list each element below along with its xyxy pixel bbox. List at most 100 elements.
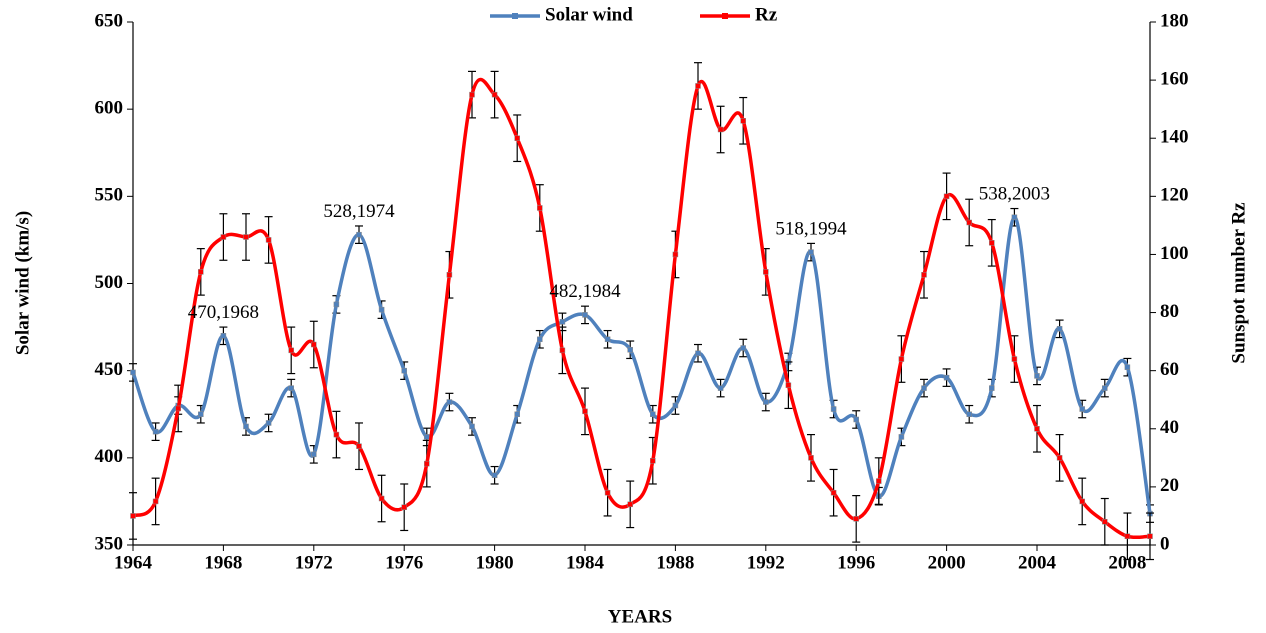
- annotation: 518,1994: [775, 218, 847, 239]
- marker: [311, 451, 317, 458]
- marker: [921, 272, 927, 278]
- marker: [785, 382, 792, 388]
- marker: [830, 489, 837, 496]
- marker: [1147, 533, 1153, 540]
- x-tick-label: 2004: [1018, 552, 1057, 573]
- marker: [830, 406, 837, 412]
- marker: [763, 269, 769, 275]
- marker: [424, 434, 430, 440]
- marker: [356, 231, 362, 238]
- annotation: 528,1974: [323, 201, 395, 222]
- legend-label: Rz: [755, 4, 778, 25]
- marker: [898, 356, 905, 362]
- marker: [627, 346, 633, 353]
- marker: [1056, 455, 1063, 461]
- marker: [740, 345, 746, 351]
- marker: [424, 460, 430, 467]
- marker: [1056, 326, 1063, 332]
- marker: [220, 234, 227, 240]
- y2-tick-label: 160: [1160, 68, 1189, 89]
- x-tick-label: 1996: [837, 552, 875, 573]
- marker: [559, 347, 566, 354]
- marker: [740, 118, 746, 124]
- y-tick-label: 600: [95, 98, 124, 119]
- legend-marker: [722, 13, 728, 19]
- marker: [989, 385, 995, 391]
- x-tick-label: 1992: [747, 552, 785, 573]
- marker: [401, 367, 407, 374]
- marker: [582, 408, 588, 415]
- marker: [650, 457, 656, 464]
- y2-tick-label: 20: [1160, 475, 1179, 496]
- marker: [356, 443, 362, 449]
- y-tick-label: 550: [95, 185, 124, 206]
- marker: [672, 402, 679, 409]
- y2-tick-label: 100: [1160, 243, 1189, 264]
- marker: [898, 434, 905, 440]
- marker: [627, 501, 633, 508]
- marker: [921, 385, 927, 391]
- marker: [243, 423, 249, 430]
- x-tick-label: 1984: [566, 552, 605, 573]
- x-tick-label: 1968: [204, 552, 242, 573]
- marker: [446, 399, 453, 405]
- marker: [1079, 498, 1085, 505]
- marker: [175, 405, 181, 412]
- marker: [695, 350, 701, 356]
- marker: [198, 411, 204, 417]
- marker: [152, 498, 159, 505]
- marker: [582, 312, 588, 318]
- marker: [152, 428, 159, 435]
- x-tick-label: 1976: [385, 552, 423, 573]
- marker: [1124, 364, 1131, 370]
- marker: [763, 399, 769, 405]
- marker: [853, 416, 859, 423]
- marker: [333, 301, 340, 308]
- marker: [265, 237, 272, 243]
- marker: [717, 385, 724, 391]
- marker: [559, 319, 566, 325]
- x-tick-label: 2000: [928, 552, 966, 573]
- marker: [808, 249, 814, 255]
- annotation: 538,2003: [979, 184, 1050, 205]
- marker: [130, 369, 136, 376]
- marker: [198, 269, 204, 275]
- marker: [650, 411, 656, 417]
- marker: [265, 420, 272, 426]
- marker: [311, 341, 317, 348]
- x-tick-label: 1988: [656, 552, 694, 573]
- marker: [514, 411, 520, 417]
- marker: [1034, 426, 1040, 432]
- marker: [1011, 214, 1018, 221]
- marker: [604, 336, 611, 343]
- marker: [943, 193, 950, 200]
- x-tick-label: 1964: [114, 552, 153, 573]
- y-tick-label: 400: [95, 446, 124, 467]
- marker: [333, 431, 340, 438]
- marker: [401, 504, 407, 510]
- y2-tick-label: 180: [1160, 10, 1189, 31]
- marker: [672, 251, 679, 258]
- y-tick-label: 650: [95, 10, 124, 31]
- y-axis-label: Solar wind (km/s): [12, 211, 33, 355]
- y-tick-label: 350: [95, 533, 124, 554]
- marker: [469, 423, 475, 430]
- marker: [288, 385, 294, 391]
- marker: [491, 91, 498, 98]
- series-line: [132, 77, 1151, 540]
- legend-marker: [512, 13, 518, 19]
- marker: [717, 126, 724, 133]
- marker: [943, 374, 950, 381]
- y-tick-label: 450: [95, 359, 124, 380]
- annotation: 482,1984: [549, 281, 621, 302]
- marker: [1102, 519, 1108, 525]
- marker: [695, 83, 701, 89]
- x-tick-label: 2008: [1108, 552, 1146, 573]
- y2-tick-label: 140: [1160, 127, 1189, 148]
- y2-axis-label: Sunspot number Rz: [1228, 202, 1249, 364]
- annotation: 470,1968: [188, 302, 259, 323]
- marker: [514, 135, 520, 141]
- marker: [853, 516, 859, 522]
